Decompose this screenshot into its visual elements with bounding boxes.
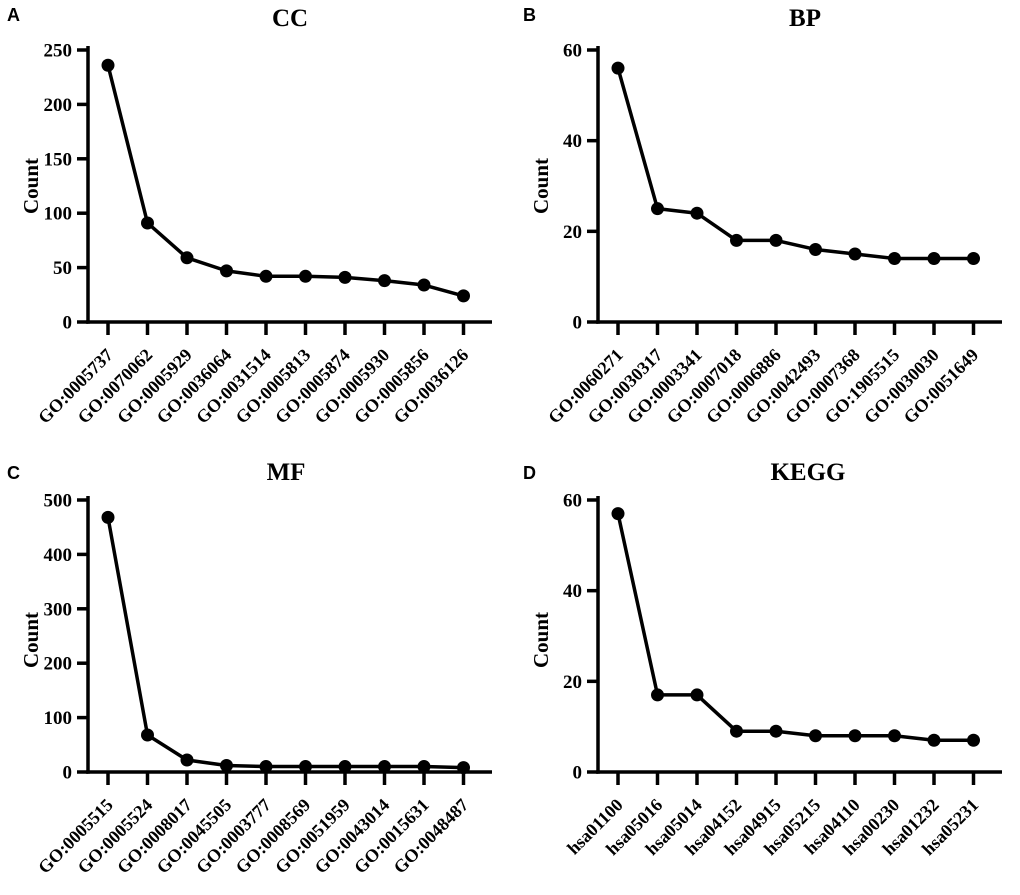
panel-letter: B xyxy=(523,5,536,25)
data-point xyxy=(927,733,941,747)
chart-canvas-cc: A CC Count 050100150200250GO:0005737GO:0… xyxy=(7,5,492,427)
data-point xyxy=(888,252,901,266)
data-point xyxy=(611,507,625,521)
plot-group: 0204060hsa01100hsa05016hsa05014hsa04152h… xyxy=(563,491,1002,859)
data-point xyxy=(220,758,233,772)
y-tick-label: 200 xyxy=(44,95,73,116)
y-tick-label: 20 xyxy=(563,672,582,693)
y-axis-label: Count xyxy=(19,158,43,214)
data-point xyxy=(967,733,980,747)
chart-title: BP xyxy=(789,5,821,32)
y-axis-label: Count xyxy=(19,612,43,668)
y-axis-label: Count xyxy=(529,612,553,668)
y-tick-label: 0 xyxy=(63,313,73,334)
data-point xyxy=(848,247,862,261)
y-tick-label: 0 xyxy=(63,763,73,784)
data-point xyxy=(141,216,154,230)
y-tick-label: 40 xyxy=(563,131,582,152)
data-point xyxy=(417,760,431,774)
chart-title: MF xyxy=(267,459,306,486)
y-tick-label: 0 xyxy=(573,313,583,334)
data-point xyxy=(417,278,431,292)
data-point xyxy=(457,761,470,775)
y-tick-label: 20 xyxy=(563,222,582,243)
data-point xyxy=(378,760,391,774)
panel-bp: B BP Count 0 20 40 60 GO:0060271 GO:0030317 GO… xyxy=(510,0,1020,450)
data-point xyxy=(809,242,822,256)
data-point xyxy=(651,202,664,216)
data-point xyxy=(259,760,273,774)
data-point xyxy=(299,760,312,774)
data-point xyxy=(651,688,664,702)
panel-letter: C xyxy=(7,463,20,483)
y-tick-label: 60 xyxy=(563,41,582,62)
data-point xyxy=(888,729,901,743)
chart-title: CC xyxy=(272,5,308,32)
data-point xyxy=(611,61,625,75)
data-point xyxy=(690,206,704,220)
y-tick-label: 500 xyxy=(44,491,73,512)
chart-canvas-bp: B BP Count 0204060GO:0060271GO:0030317GO… xyxy=(523,5,1002,427)
chart-title: KEGG xyxy=(770,459,845,486)
y-tick-label: 40 xyxy=(563,581,582,602)
data-line xyxy=(616,511,976,743)
chart-canvas-mf: C MF Count 0100200300400500GO:0005515GO:… xyxy=(7,459,492,877)
data-point xyxy=(927,252,941,266)
y-tick-label: 0 xyxy=(573,763,583,784)
data-point xyxy=(378,274,391,288)
plot-group: 050100150200250GO:0005737GO:0070062GO:00… xyxy=(34,41,492,427)
data-point xyxy=(457,289,470,303)
chart-canvas-kegg: D KEGG Count 0204060hsa01100hsa05016hsa0… xyxy=(523,459,1002,859)
data-point xyxy=(769,233,783,247)
y-tick-label: 50 xyxy=(53,258,72,279)
data-point xyxy=(180,251,194,265)
panel-letter: D xyxy=(523,463,536,483)
data-line xyxy=(106,515,466,770)
data-point xyxy=(690,688,704,702)
panel-kegg: D KEGG Count 0 20 40 60 hsa01100 hsa05016 hsa0… xyxy=(510,450,1020,895)
data-point xyxy=(220,264,233,278)
data-point xyxy=(338,760,352,774)
data-point xyxy=(141,728,154,742)
y-tick-label: 400 xyxy=(44,545,73,566)
data-point xyxy=(848,729,862,743)
data-point xyxy=(259,269,273,283)
data-point xyxy=(769,724,783,738)
data-point xyxy=(730,724,743,738)
y-tick-label: 60 xyxy=(563,491,582,512)
data-line xyxy=(106,63,466,298)
plot-group: 0204060GO:0060271GO:0030317GO:0003341GO:… xyxy=(544,41,1002,427)
data-point xyxy=(730,233,743,247)
y-tick-label: 100 xyxy=(44,204,73,225)
y-tick-label: 250 xyxy=(44,41,73,62)
plot-group: 0100200300400500GO:0005515GO:0005524GO:0… xyxy=(34,491,492,877)
y-tick-label: 150 xyxy=(44,149,73,170)
y-tick-label: 300 xyxy=(44,599,73,620)
data-point xyxy=(101,510,115,524)
y-tick-label: 100 xyxy=(44,708,73,729)
y-axis-label: Count xyxy=(529,158,553,214)
panel-mf: C MF Count 0 100 200 300 400 500 GO:0005515 GO:… xyxy=(0,450,510,895)
data-point xyxy=(101,58,115,72)
data-line xyxy=(616,66,976,261)
data-point xyxy=(299,269,312,283)
data-point xyxy=(338,270,352,284)
data-point xyxy=(967,252,980,266)
panel-cc: A CC Count 0 50 100 150 200 250 GO:0005737 GO:0… xyxy=(0,0,510,450)
panel-letter: A xyxy=(7,5,20,25)
data-point xyxy=(180,753,194,767)
y-tick-label: 200 xyxy=(44,654,73,675)
data-point xyxy=(809,729,822,743)
